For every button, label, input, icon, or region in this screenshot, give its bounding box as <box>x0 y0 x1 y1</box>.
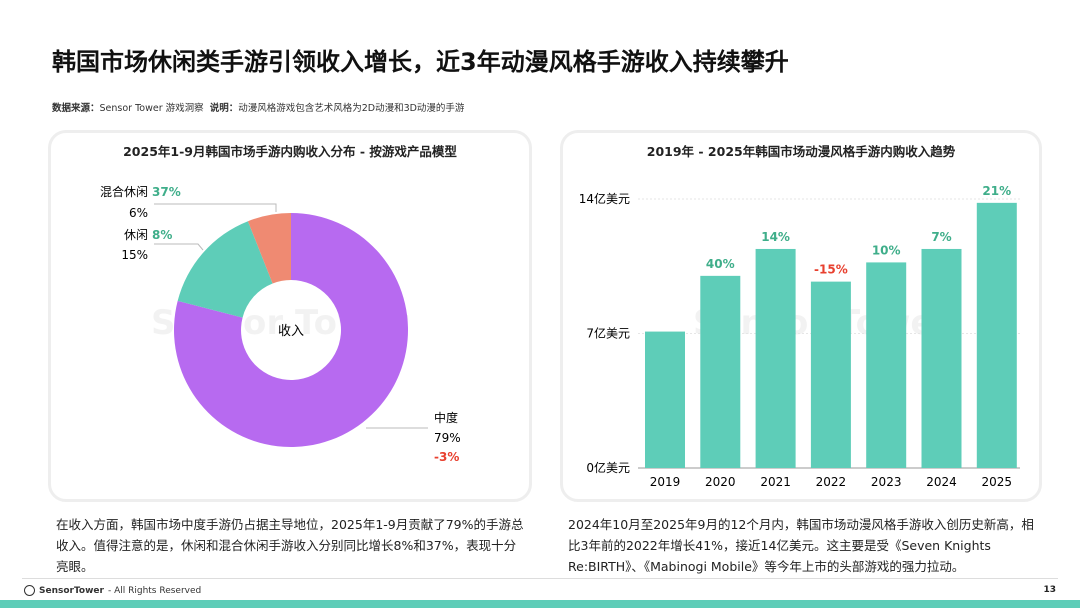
slice-value-label: 79% <box>434 431 461 445</box>
growth-label: 10% <box>872 243 901 257</box>
donut-chart-title: 2025年1-9月韩国市场手游内购收入分布 - 按游戏产品模型 <box>123 144 457 159</box>
footer-divider <box>22 578 1058 579</box>
growth-label: -15% <box>814 263 848 277</box>
footer: SensorTower - All Rights Reserved <box>24 585 201 596</box>
slice-value-label: 6% <box>129 206 148 220</box>
bottom-accent-bar <box>0 600 1080 608</box>
bar-chart-panel: 2019年 - 2025年韩国市场动漫风格手游内购收入趋势 Sensor Tow… <box>560 130 1042 502</box>
x-tick-label: 2025 <box>982 475 1013 489</box>
bar-2019 <box>645 331 685 468</box>
x-tick-label: 2022 <box>816 475 847 489</box>
x-tick-label: 2021 <box>760 475 791 489</box>
y-tick-label: 0亿美元 <box>586 460 630 475</box>
growth-label: 21% <box>982 184 1011 198</box>
note-label: 说明： <box>209 103 239 114</box>
slice-yoy-label: 37% <box>152 185 181 199</box>
source-label: 数据来源： <box>52 103 100 114</box>
donut-slice-0 <box>174 213 408 447</box>
y-tick-label: 7亿美元 <box>586 326 630 341</box>
slice-yoy-label: 8% <box>152 228 172 242</box>
slice-name-label: 中度 <box>434 410 458 425</box>
source-value: Sensor Tower 游戏洞察 <box>99 103 204 114</box>
footer-rights: - All Rights Reserved <box>107 585 202 596</box>
bar-chart: 0亿美元 7亿美元 14亿美元 2019 2020 40% 2021 14% 2022 -15% 2… <box>579 184 1020 489</box>
x-tick-label: 2020 <box>705 475 736 489</box>
page-title: 韩国市场休闲类手游引领收入增长，近3年动漫风格手游收入持续攀升 <box>52 48 789 76</box>
donut-center-label: 收入 <box>278 324 304 339</box>
leader-line <box>154 243 204 251</box>
bar-2021 <box>755 248 796 468</box>
growth-label: 14% <box>761 230 790 244</box>
source-note: 动漫风格游戏包含艺术风格为2D动漫和3D动漫的手游 <box>238 103 465 114</box>
y-tick-label: 14亿美元 <box>579 191 630 206</box>
x-tick-label: 2023 <box>871 475 902 489</box>
slice-value-label: 15% <box>121 248 148 262</box>
donut-slice-2 <box>247 213 291 284</box>
bar-2025 <box>976 202 1017 468</box>
note-left: 在收入方面，韩国市场中度手游仍占据主导地位，2025年1-9月贡献了79%的手游… <box>56 517 524 574</box>
footer-brand: SensorTower <box>39 585 104 596</box>
bar-2020 <box>700 275 741 468</box>
note-right: 2024年10月至2025年9月的12个月内，韩国市场动漫风格手游收入创历史新高… <box>568 517 1034 574</box>
growth-label: 40% <box>706 257 735 271</box>
page-number: 13 <box>1043 585 1056 595</box>
slice-name-label: 混合休闲 <box>100 184 148 199</box>
bar-2023 <box>866 262 907 468</box>
slice-yoy-label: -3% <box>434 450 459 464</box>
leader-line <box>154 203 277 212</box>
donut-slice-1 <box>177 221 273 318</box>
growth-label: 7% <box>931 230 951 244</box>
x-tick-label: 2024 <box>926 475 957 489</box>
bar-2024 <box>921 248 962 468</box>
bar-chart-title: 2019年 - 2025年韩国市场动漫风格手游内购收入趋势 <box>646 144 956 159</box>
slice-name-label: 休闲 <box>124 228 148 242</box>
x-tick-label: 2019 <box>650 475 681 489</box>
bar-2022 <box>810 281 851 468</box>
source-line: 数据来源：Sensor Tower 游戏洞察 说明：动漫风格游戏包含艺术风格为2… <box>52 100 464 114</box>
sensor-tower-logo-icon <box>24 585 35 596</box>
donut-chart-panel: 2025年1-9月韩国市场手游内购收入分布 - 按游戏产品模型 Sensor T… <box>48 130 532 502</box>
